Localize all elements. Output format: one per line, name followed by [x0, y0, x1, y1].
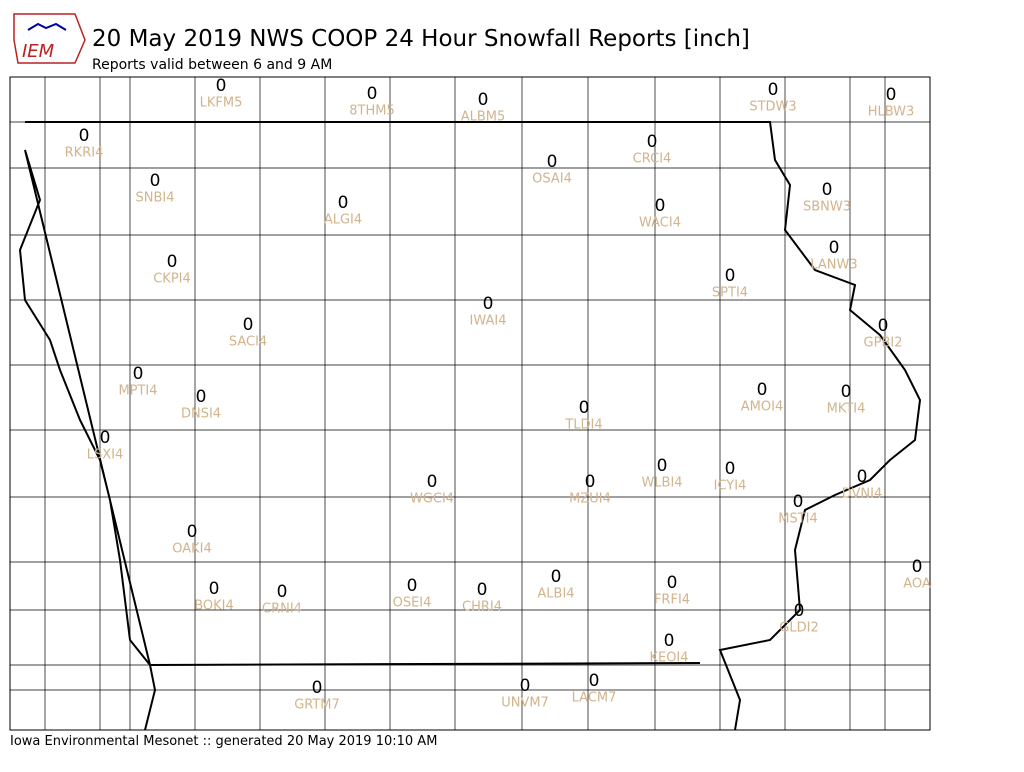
- station-id: ALGI4: [324, 213, 362, 228]
- station-value: 0: [520, 676, 531, 696]
- station-id: OAKI4: [172, 542, 212, 557]
- station-id: DNSI4: [181, 407, 221, 422]
- station-id: CRNI4: [262, 602, 302, 617]
- station-id: GLDI2: [779, 621, 818, 636]
- station-id: AMOI4: [741, 400, 783, 415]
- station-id: LKFM5: [200, 96, 243, 111]
- station-id: MZUI4: [569, 492, 611, 507]
- map-title: 20 May 2019 NWS COOP 24 Hour Snowfall Re…: [92, 26, 750, 52]
- station-value: 0: [579, 398, 590, 418]
- station-id: LACM7: [572, 691, 617, 706]
- station-value: 0: [100, 428, 111, 448]
- station-id: KEOI4: [649, 651, 688, 666]
- station-id: WACI4: [639, 216, 681, 231]
- station-id: WGCI4: [410, 492, 454, 507]
- station-value: 0: [477, 580, 488, 600]
- station-value: 0: [589, 671, 600, 691]
- station-id: BOKI4: [194, 599, 234, 614]
- station-id: DVNI4: [842, 487, 883, 502]
- station-id: UNVM7: [501, 696, 549, 711]
- station-value: 0: [912, 557, 923, 577]
- station-value: 0: [196, 387, 207, 407]
- station-id: ALBI4: [537, 587, 574, 602]
- station-value: 0: [793, 492, 804, 512]
- station-value: 0: [829, 238, 840, 258]
- station-id: MKTI4: [827, 402, 866, 417]
- station-value: 0: [725, 459, 736, 479]
- station-value: 0: [478, 90, 489, 110]
- station-value: 0: [768, 80, 779, 100]
- station-value: 0: [857, 467, 868, 487]
- station-value: 0: [725, 266, 736, 286]
- station-id: CHRI4: [462, 600, 502, 615]
- station-value: 0: [667, 573, 678, 593]
- station-id: LANW3: [810, 258, 857, 273]
- station-id: FRFI4: [654, 593, 690, 608]
- station-value: 0: [133, 364, 144, 384]
- station-value: 0: [187, 522, 198, 542]
- footer: Iowa Environmental Mesonet :: generated …: [10, 734, 437, 749]
- station-value: 0: [483, 294, 494, 314]
- station-id: STDW3: [749, 100, 796, 115]
- station-value: 0: [547, 152, 558, 172]
- station-id: IWAI4: [470, 314, 507, 329]
- station-value: 0: [878, 316, 889, 336]
- station-value: 0: [338, 193, 349, 213]
- station-id: OSEI4: [393, 596, 432, 611]
- logo-text: IEM: [22, 41, 55, 62]
- station-id: RKRI4: [65, 146, 104, 161]
- map-subtitle: Reports valid between 6 and 9 AM: [92, 57, 332, 73]
- station-id: CKPI4: [153, 272, 191, 287]
- logo: IEM: [13, 13, 86, 64]
- station-value: 0: [167, 252, 178, 272]
- station-id: TLDI4: [564, 418, 602, 433]
- station-value: 0: [664, 631, 675, 651]
- station-id: MSTI4: [778, 512, 818, 527]
- station-value: 0: [647, 132, 658, 152]
- station-id: AOA: [903, 577, 931, 592]
- station-id: ALBM5: [461, 110, 506, 125]
- station-value: 0: [216, 76, 227, 96]
- station-value: 0: [277, 582, 288, 602]
- station-id: SPTI4: [712, 286, 748, 301]
- station-value: 0: [585, 472, 596, 492]
- station-value: 0: [886, 85, 897, 105]
- station-value: 0: [367, 84, 378, 104]
- station-value: 0: [657, 456, 668, 476]
- station-value: 0: [243, 315, 254, 335]
- station-value: 0: [822, 180, 833, 200]
- station-value: 0: [841, 382, 852, 402]
- station-id: HLBW3: [868, 105, 915, 120]
- station-id: WLBI4: [641, 476, 682, 491]
- station-value: 0: [407, 576, 418, 596]
- station-id: SNBI4: [136, 191, 175, 206]
- station-id: SBNW3: [803, 200, 851, 215]
- station-value: 0: [312, 678, 323, 698]
- basemap: [10, 77, 930, 730]
- station-value: 0: [150, 171, 161, 191]
- station-value: 0: [794, 601, 805, 621]
- map-frame: [9, 76, 931, 731]
- station-id: LSXI4: [87, 448, 124, 463]
- station-value: 0: [427, 472, 438, 492]
- station-value: 0: [655, 196, 666, 216]
- station-value: 0: [209, 579, 220, 599]
- station-id: OSAI4: [532, 172, 572, 187]
- station-value: 0: [757, 380, 768, 400]
- station-value: 0: [551, 567, 562, 587]
- station-id: GRTM7: [294, 698, 340, 713]
- station-id: CRCI4: [633, 152, 672, 167]
- station-id: 8THM5: [349, 104, 394, 119]
- station-id: GPBI2: [864, 336, 903, 351]
- station-id: MPTI4: [118, 384, 157, 399]
- station-value: 0: [79, 126, 90, 146]
- station-id: SACI4: [229, 335, 267, 350]
- station-id: ICYI4: [714, 479, 747, 494]
